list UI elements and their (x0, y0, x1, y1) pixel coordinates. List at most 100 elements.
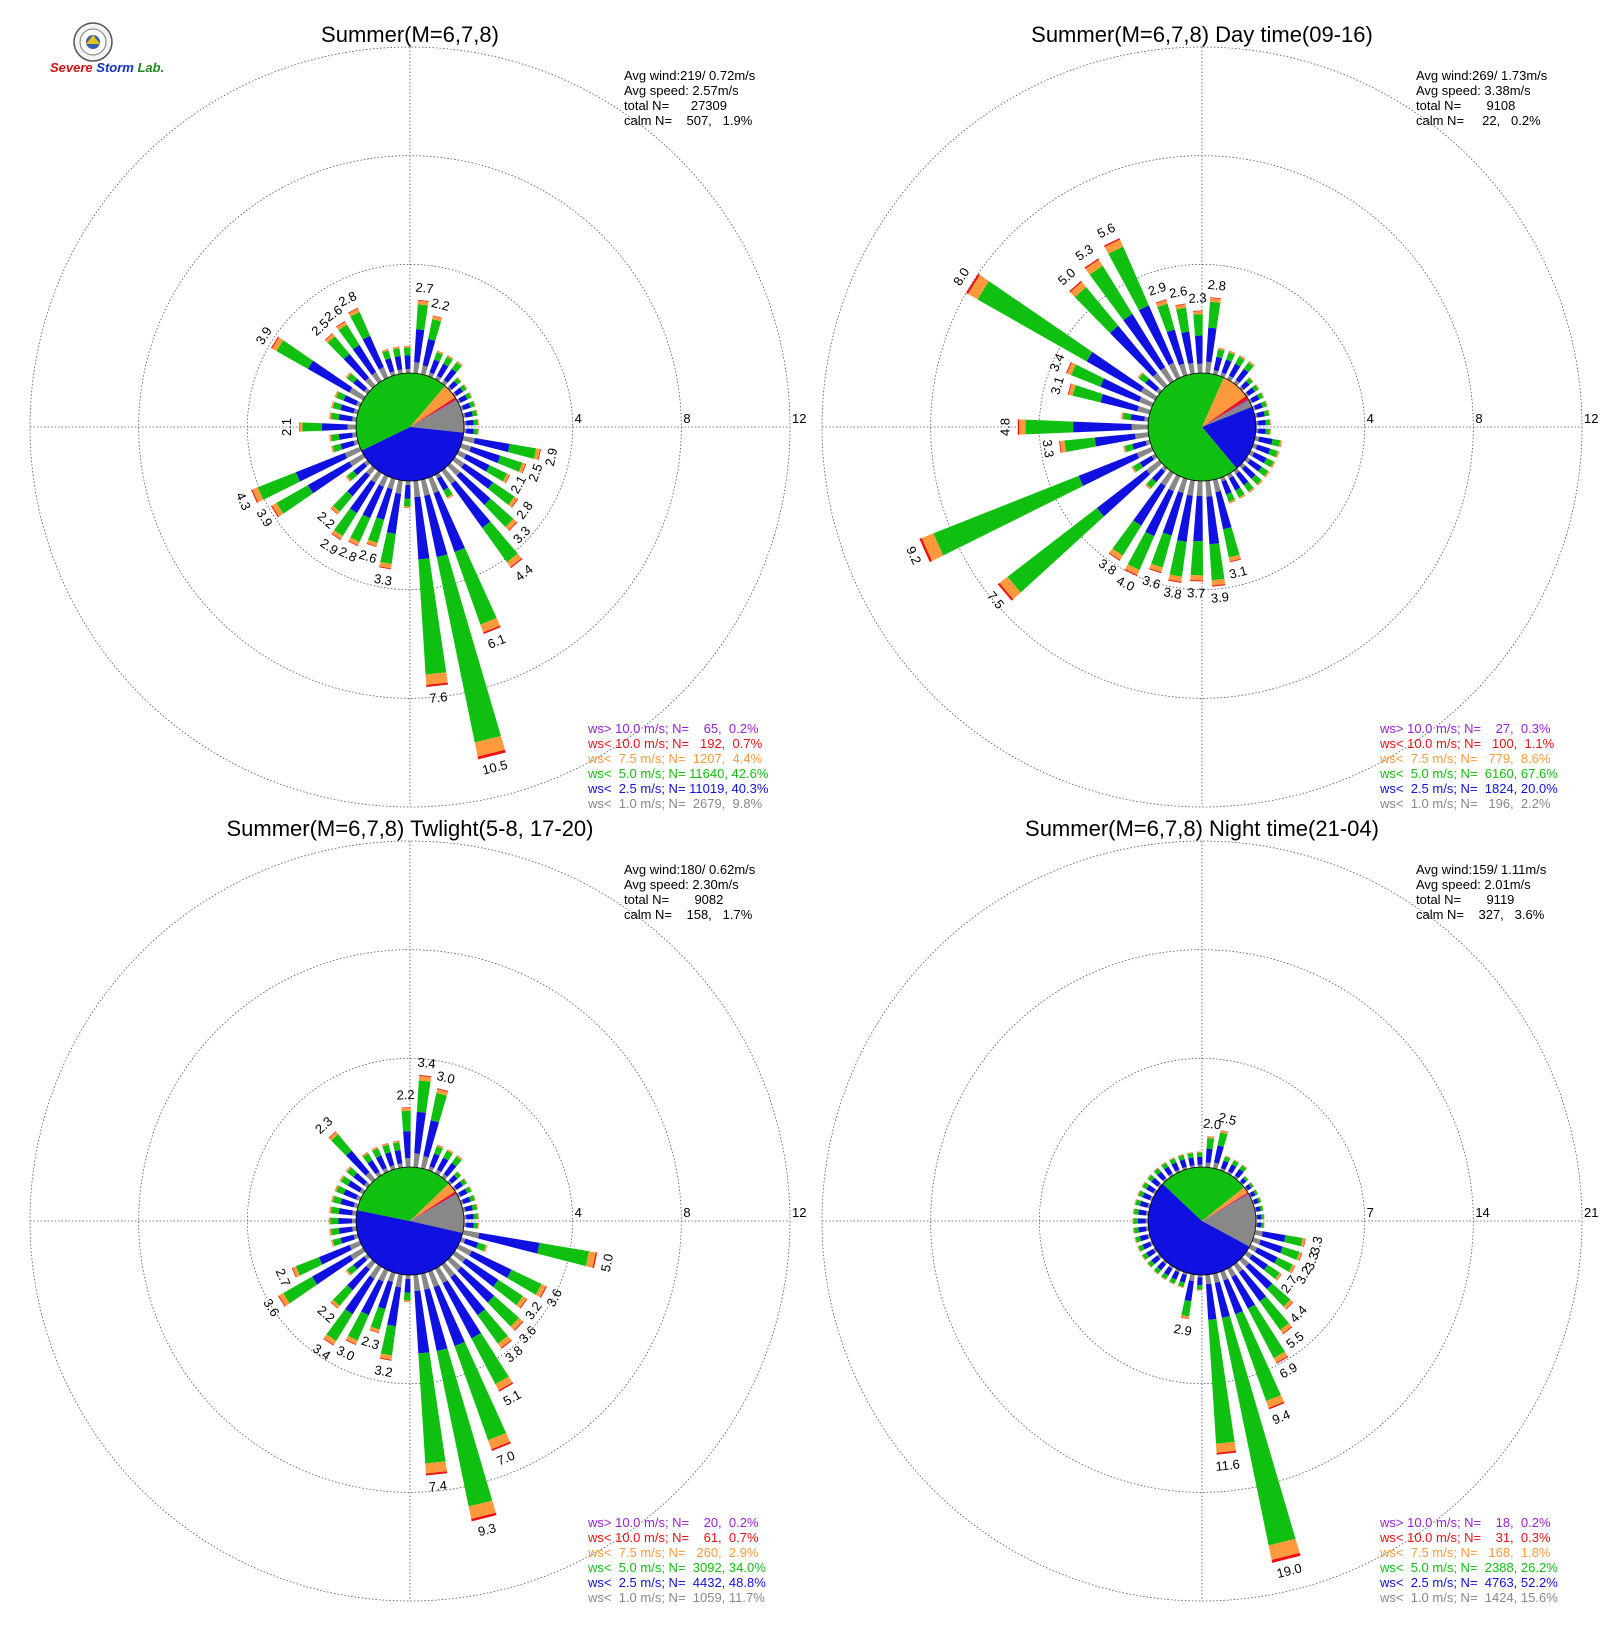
bar-segment-182 (404, 484, 411, 499)
bar-segment-286 (1100, 394, 1139, 412)
bar-segment-174 (1216, 1441, 1236, 1453)
bar-segment-278 (352, 1210, 357, 1216)
bar-segment-206 (1169, 1281, 1175, 1285)
legend-entry-2: ws< 10.0 m/s; N= 31, 0.3% (1379, 1530, 1551, 1545)
bar-segment-174 (1206, 496, 1220, 545)
bar-segment-358 (1197, 1156, 1203, 1165)
bar-segment-350 (392, 348, 401, 358)
stats-line-3: total N= 9108 (1416, 98, 1515, 113)
bar-segment-38 (443, 368, 457, 383)
bar-segment-278 (329, 1206, 331, 1214)
bar-segment-14 (420, 1156, 429, 1170)
bar-segment-294 (1071, 364, 1104, 387)
bar-segment-230 (345, 1270, 351, 1276)
bar-label-6: 2.0 (1202, 1116, 1222, 1133)
bar-segment-70 (1251, 405, 1256, 411)
bar-segment-342 (1155, 299, 1167, 304)
bar-segment-238 (1132, 462, 1143, 472)
stats-line-1: Avg wind:159/ 1.11m/s (1416, 862, 1547, 877)
bar-label-334: 5.6 (1095, 220, 1118, 241)
bar-segment-142 (1248, 487, 1255, 493)
bar-segment-54 (452, 392, 457, 398)
bar-segment-134 (447, 462, 461, 476)
bar-segment-342 (1177, 1154, 1184, 1156)
bar-segment-166 (1228, 554, 1241, 562)
bar-segment-294 (334, 1185, 339, 1192)
bar-segment-190 (386, 492, 402, 534)
bar-segment-318 (1153, 1167, 1158, 1172)
bar-segment-182 (1197, 1274, 1203, 1278)
windrose-panel-3: 4 8 12 Summer(M=6,7,8) Twlight(5-8, 17-20) A… (29, 816, 806, 1605)
bar-segment-174 (425, 1471, 448, 1476)
bar-segment-118 (1288, 1264, 1296, 1274)
bar-segment-110 (1259, 1239, 1283, 1254)
bar-segment-110 (1298, 1252, 1303, 1262)
bar-segment-134 (1257, 480, 1263, 486)
bar-segment-166 (1221, 1315, 1296, 1546)
bar-segment-286 (1137, 405, 1151, 415)
bar-segment-6 (1207, 1136, 1215, 1139)
bar-segment-150 (435, 1266, 448, 1284)
bar-segment-222 (330, 505, 340, 515)
bar-segment-190 (379, 562, 392, 569)
bar-segment-14 (1212, 370, 1219, 376)
bar-segment-214 (1160, 470, 1174, 487)
bar-segment-126 (1244, 1250, 1253, 1259)
bar-segment-6 (1205, 1162, 1211, 1168)
bar-segment-238 (307, 461, 353, 494)
bar-segment-270 (302, 422, 322, 432)
bar-segment-134 (1283, 1299, 1293, 1310)
stats-line-3: total N= 9082 (624, 892, 723, 907)
bar-segment-118 (540, 1286, 547, 1298)
bar-segment-246 (349, 1240, 362, 1250)
bar-segment-278 (352, 416, 357, 422)
bar-segment-358 (1193, 310, 1203, 312)
bar-label-198: 3.6 (1141, 572, 1163, 592)
bar-segment-102 (1271, 438, 1281, 447)
windrose-panel-1: 4 8 12 Summer(M=6,7,8) Avg wind:219/ 0.72m/s… (29, 22, 806, 811)
bar-segment-174 (425, 672, 448, 685)
bar-segment-134 (456, 471, 491, 506)
ring-label-1: 4 (575, 1205, 582, 1220)
bar-segment-118 (1274, 1257, 1293, 1272)
bar-segment-30 (443, 1150, 453, 1161)
bar-label-358: 2.2 (396, 1087, 415, 1103)
bar-segment-118 (1252, 452, 1267, 464)
bar-segment-302 (339, 1175, 345, 1182)
bar-segment-54 (1250, 1182, 1255, 1187)
bar-segment-142 (506, 553, 522, 568)
bar-segment-262 (329, 434, 331, 442)
bar-segment-310 (1147, 1174, 1152, 1180)
bar-segment-102 (1254, 436, 1260, 442)
bar-label-166: 9.3 (476, 1520, 497, 1539)
inner-pie-slice-gray (410, 1194, 465, 1234)
ring-label-1: 4 (1367, 411, 1374, 426)
bar-segment-150 (495, 1376, 513, 1391)
bar-segment-110 (1280, 1246, 1300, 1260)
stats-line-4: calm N= 22, 0.2% (1416, 113, 1541, 128)
bar-segment-238 (350, 1247, 366, 1260)
bar-segment-158 (1235, 1311, 1281, 1402)
bar-segment-254 (331, 1240, 334, 1247)
bar-segment-46 (1249, 377, 1254, 382)
bar-segment-94 (477, 1222, 479, 1229)
bar-segment-46 (1248, 377, 1254, 382)
legend-entry-2: ws< 10.0 m/s; N= 61, 0.7% (587, 1530, 759, 1545)
bar-segment-310 (345, 372, 352, 379)
bar-segment-134 (1285, 1301, 1294, 1310)
bar-segment-86 (1257, 419, 1266, 426)
bar-label-150: 6.9 (1277, 1359, 1300, 1381)
bar-segment-78 (1255, 1206, 1261, 1212)
bar-segment-166 (477, 749, 506, 760)
bar-segment-286 (353, 408, 359, 415)
bar-label-118: 2.1 (507, 473, 529, 496)
bar-segment-54 (463, 1178, 468, 1183)
bar-segment-238 (1139, 455, 1155, 468)
bar-label-190: 3.3 (373, 571, 393, 589)
bar-segment-246 (295, 1257, 323, 1276)
bar-segment-166 (1212, 478, 1221, 493)
bar-segment-358 (1196, 1151, 1203, 1153)
bar-segment-286 (1134, 1199, 1137, 1205)
bar-segment-158 (483, 625, 501, 634)
bar-segment-246 (1078, 452, 1140, 487)
